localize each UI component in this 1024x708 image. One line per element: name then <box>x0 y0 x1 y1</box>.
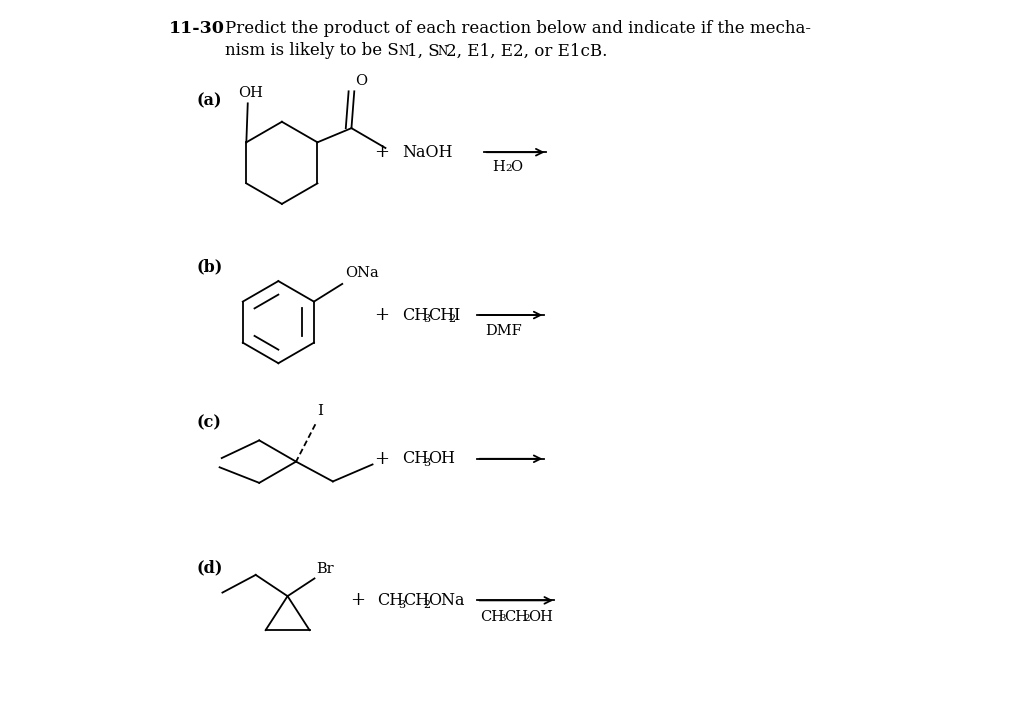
Text: +: + <box>350 591 366 610</box>
Text: 2: 2 <box>449 314 456 324</box>
Text: ONa: ONa <box>428 592 465 609</box>
Text: (a): (a) <box>197 92 222 109</box>
Text: CH: CH <box>378 592 403 609</box>
Text: 11-30: 11-30 <box>169 20 224 37</box>
Text: +: + <box>374 143 389 161</box>
Text: CH: CH <box>480 610 504 624</box>
Text: N: N <box>437 45 447 58</box>
Text: I: I <box>454 307 460 324</box>
Text: 3: 3 <box>423 314 430 324</box>
Text: (d): (d) <box>197 559 223 576</box>
Text: (b): (b) <box>197 258 223 275</box>
Text: CH: CH <box>402 450 428 467</box>
Text: NaOH: NaOH <box>402 144 453 161</box>
Text: O: O <box>511 160 522 174</box>
Text: OH: OH <box>528 610 553 624</box>
Text: 2: 2 <box>506 164 512 173</box>
Text: +: + <box>374 450 389 468</box>
Text: N: N <box>398 45 409 58</box>
Text: H: H <box>493 160 505 174</box>
Text: 3: 3 <box>500 614 506 623</box>
Text: nism is likely to be S: nism is likely to be S <box>225 42 399 59</box>
Text: I: I <box>317 404 324 418</box>
Text: CH: CH <box>403 592 429 609</box>
Text: Br: Br <box>315 562 334 576</box>
Text: 2, E1, E2, or E1cB.: 2, E1, E2, or E1cB. <box>446 42 607 59</box>
Text: OH: OH <box>238 86 263 100</box>
Text: OH: OH <box>428 450 455 467</box>
Text: 2: 2 <box>424 600 431 610</box>
Text: (c): (c) <box>197 414 222 431</box>
Text: CH: CH <box>402 307 428 324</box>
Text: +: + <box>374 306 389 324</box>
Text: 1, S: 1, S <box>408 42 440 59</box>
Text: Predict the product of each reaction below and indicate if the mecha-: Predict the product of each reaction bel… <box>225 20 811 37</box>
Text: O: O <box>355 74 368 88</box>
Text: CH: CH <box>504 610 528 624</box>
Text: DMF: DMF <box>485 324 522 338</box>
Text: ONa: ONa <box>345 266 379 280</box>
Text: CH: CH <box>428 307 454 324</box>
Text: 3: 3 <box>398 600 406 610</box>
Text: 2: 2 <box>523 614 530 623</box>
Text: 3: 3 <box>423 458 430 468</box>
